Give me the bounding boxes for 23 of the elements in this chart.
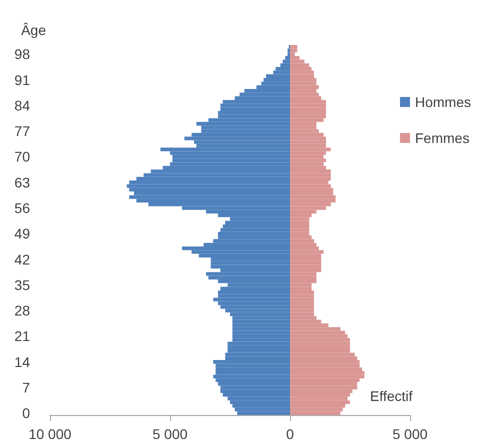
y-tick-label: 7 [22, 380, 30, 396]
legend-label: Hommes [414, 94, 472, 110]
legend-label: Femmes [414, 130, 470, 146]
y-tick-label: 49 [14, 226, 30, 242]
x-tick-label: 0 [286, 426, 294, 442]
y-tick-label: 70 [14, 148, 30, 165]
y-tick-label: 77 [14, 123, 30, 140]
x-axis-title: Effectif [370, 388, 413, 404]
x-tick-label: 10 000 [28, 426, 72, 442]
y-tick-label: 21 [14, 328, 30, 344]
x-tick-label: 5 000 [152, 426, 188, 442]
x-tick-label: 5 000 [392, 426, 428, 442]
y-tick-label: 14 [14, 354, 30, 370]
y-tick-label: 56 [14, 200, 30, 216]
y-tick-label: 35 [14, 276, 30, 293]
y-tick-label: 28 [14, 302, 30, 319]
y-tick-label: 84 [14, 97, 30, 114]
y-tick-label: 42 [14, 251, 30, 268]
y-axis-title: Âge [21, 22, 46, 38]
y-tick-label: 63 [14, 174, 30, 190]
y-tick-label: 0 [22, 405, 30, 422]
y-tick-label: 91 [14, 72, 30, 88]
y-tick-label: 98 [14, 46, 30, 62]
